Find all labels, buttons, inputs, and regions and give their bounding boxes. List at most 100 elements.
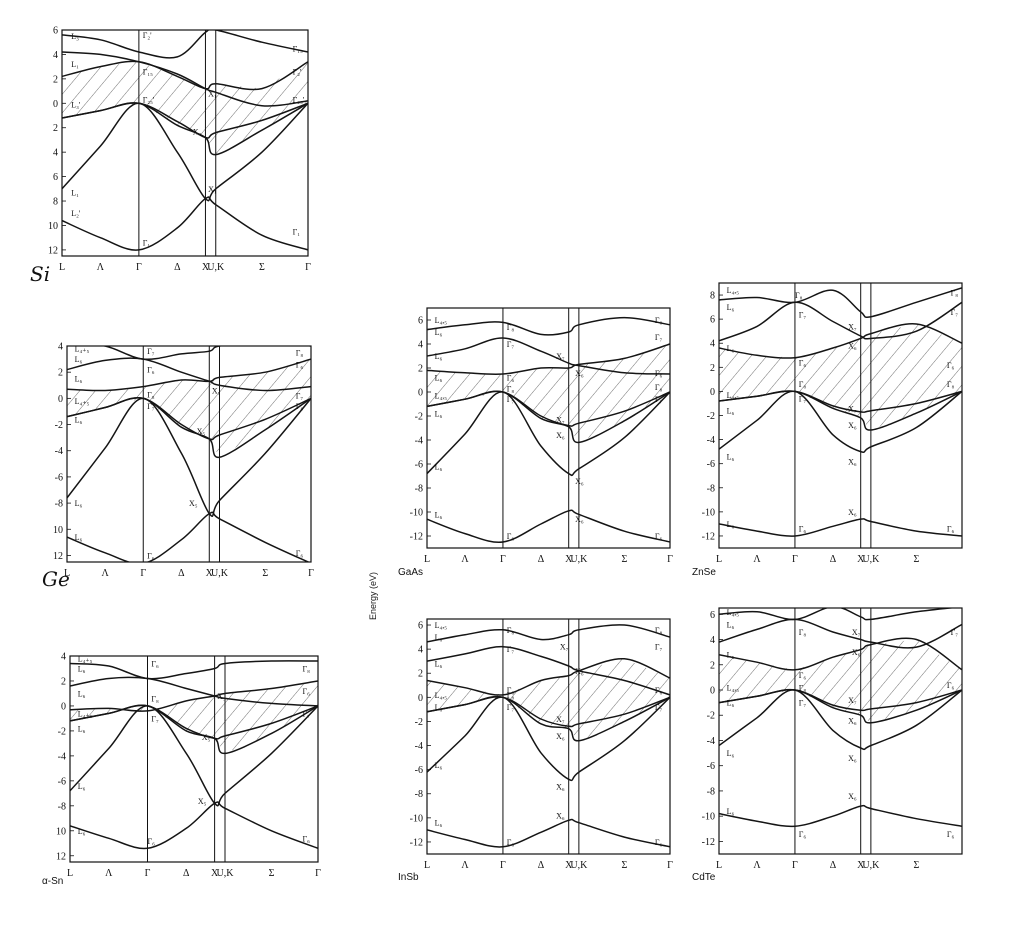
y-tick-ge-8: 12: [53, 551, 63, 562]
y-tick-si-0: 6: [53, 26, 58, 37]
band-sn-4: [70, 680, 318, 712]
gap-hatch-cdte: [719, 639, 962, 723]
point-label-znse-12: Γ₆: [799, 525, 807, 534]
y-tick-insb-8: -10: [410, 813, 423, 824]
point-label-gaas-18: X₆: [575, 477, 584, 486]
y-tick-insb-3: 0: [418, 693, 423, 704]
band-cdte-1: [719, 689, 962, 751]
y-tick-ge-4: -4: [55, 446, 63, 457]
band-sn-0: [70, 801, 318, 850]
band-znse-3: [719, 390, 962, 431]
band-sn-3: [70, 704, 318, 755]
x-tick-ge-1: Λ: [101, 568, 109, 579]
point-label-sn-11: X₅: [217, 692, 226, 701]
y-tick-gaas-9: -12: [410, 532, 423, 543]
point-label-gaas-19: X₆: [575, 515, 584, 524]
point-label-insb-15: X₇: [556, 715, 565, 724]
y-tick-ge-5: -6: [55, 472, 63, 483]
gap-hatch-gaas: [427, 344, 670, 443]
x-tick-cdte-3: Δ: [830, 860, 837, 871]
y-tick-sn-1: 2: [61, 676, 66, 687]
y-tick-znse-1: 6: [710, 315, 715, 326]
x-tick-insb-6: Σ: [622, 860, 628, 871]
x-tick-sn-4: X: [211, 868, 219, 879]
y-tick-cdte-0: 6: [710, 610, 715, 621]
x-tick-gaas-3: Δ: [538, 554, 545, 565]
x-tick-cdte-6: Σ: [914, 860, 920, 871]
band-si-1: [62, 102, 308, 202]
band-insb-1: [427, 696, 670, 782]
x-tick-gaas-5: U,K: [570, 554, 588, 565]
frame-insb: [426, 618, 671, 855]
point-label-insb-21: Γ₆: [655, 686, 663, 695]
y-tick-gaas-7: -8: [415, 484, 423, 495]
point-label-cdte-12: X₇: [852, 628, 861, 637]
point-label-znse-0: L₄,₅: [727, 286, 740, 295]
point-label-cdte-4: L₆: [727, 699, 735, 708]
x-tick-gaas-4: X: [565, 554, 573, 565]
y-tick-znse-6: -4: [707, 435, 715, 446]
y-tick-znse-10: -12: [702, 531, 715, 542]
point-label-insb-1: L₆: [435, 633, 443, 642]
point-label-ge-14: X₅: [189, 499, 198, 508]
band-cdte-4: [719, 637, 962, 671]
point-label-gaas-3: L₆: [435, 374, 443, 383]
point-label-insb-12: Γ₆: [507, 838, 515, 847]
x-tick-sn-0: L: [67, 868, 73, 879]
point-label-insb-17: X₆: [556, 783, 565, 792]
y-tick-insb-1: 4: [418, 645, 423, 656]
point-label-si-2: L₃': [71, 101, 81, 110]
gap-hatch-sn: [70, 680, 318, 754]
y-tick-znse-2: 4: [710, 339, 715, 350]
point-label-sn-4: L₆: [78, 724, 86, 733]
point-label-si-3: L₁: [71, 188, 79, 197]
point-label-cdte-1: L₆: [727, 620, 735, 629]
point-label-gaas-8: Γ₈: [507, 323, 515, 332]
y-tick-cdte-3: 0: [710, 686, 715, 697]
x-tick-si-7: Γ: [305, 262, 311, 273]
y-tick-cdte-1: 4: [710, 635, 715, 646]
point-label-gaas-20: Γ₈: [655, 316, 663, 325]
point-label-znse-10: Γ₈: [799, 380, 807, 389]
point-label-cdte-11: Γ₆: [799, 830, 807, 839]
y-tick-si-5: 4: [53, 148, 58, 159]
y-tick-insb-9: -12: [410, 837, 423, 848]
y-tick-ge-0: 4: [58, 342, 63, 353]
point-label-si-11: X₁: [208, 185, 217, 194]
point-label-ge-0: L₄₊₅: [75, 345, 90, 354]
y-tick-ge-7: 10: [53, 525, 63, 536]
panel-gaas: 6 4 2 0 -2 -4 -6 -8 -10 -12L Λ Γ Δ XU,K Σ Γ L₄,₅ L₆ L₆ L₆ L₄…: [410, 307, 673, 565]
x-tick-gaas-0: L: [424, 554, 430, 565]
point-label-ge-8: Γ₆: [147, 366, 155, 375]
band-si-3: [62, 102, 308, 156]
point-label-gaas-6: L₆: [435, 462, 443, 471]
band-ge-1: [67, 397, 311, 517]
x-tick-gaas-1: Λ: [461, 554, 469, 565]
point-label-si-13: Γ₂': [293, 68, 302, 77]
point-label-cdte-19: Γ₆: [947, 681, 955, 690]
point-label-znse-21: Γ₆: [947, 361, 955, 370]
point-label-sn-2: L₆: [78, 689, 86, 698]
point-label-ge-6: L₆: [75, 533, 83, 542]
panel-name-gaas: GaAs: [398, 567, 424, 578]
point-label-si-12: Γ₁₅: [293, 44, 303, 53]
point-label-gaas-4: L₄,₅: [435, 392, 448, 401]
point-label-si-8: Γ₁: [143, 239, 151, 248]
x-tick-znse-3: Δ: [830, 554, 837, 565]
point-label-sn-13: X₅: [198, 797, 207, 806]
point-label-znse-17: X₆: [848, 457, 857, 466]
point-label-insb-7: Γ₈: [507, 626, 515, 635]
point-label-sn-3: L₄₊₅: [78, 709, 93, 718]
y-tick-si-8: 10: [48, 221, 58, 232]
x-tick-ge-6: Σ: [262, 568, 268, 579]
point-label-ge-3: L₄₊₅: [75, 397, 90, 406]
gap-hatch-ge: [67, 359, 311, 458]
y-tick-insb-4: -2: [415, 717, 423, 728]
panel-name-insb: InSb: [398, 872, 419, 883]
point-label-gaas-9: Γ₇: [507, 340, 515, 349]
x-tick-si-6: Σ: [259, 262, 265, 273]
point-label-ge-9: Γ₈: [147, 390, 155, 399]
x-tick-ge-2: Γ: [140, 568, 146, 579]
panel-si: 6 4 2 0 2 4 6 8 10 12L Λ Γ Δ XU,K Σ Γ L₃ L₁ L₃' L₁ L₂' Γ₂' Γ₁₅…: [48, 26, 311, 274]
point-label-znse-11: Γ₇: [799, 395, 807, 404]
